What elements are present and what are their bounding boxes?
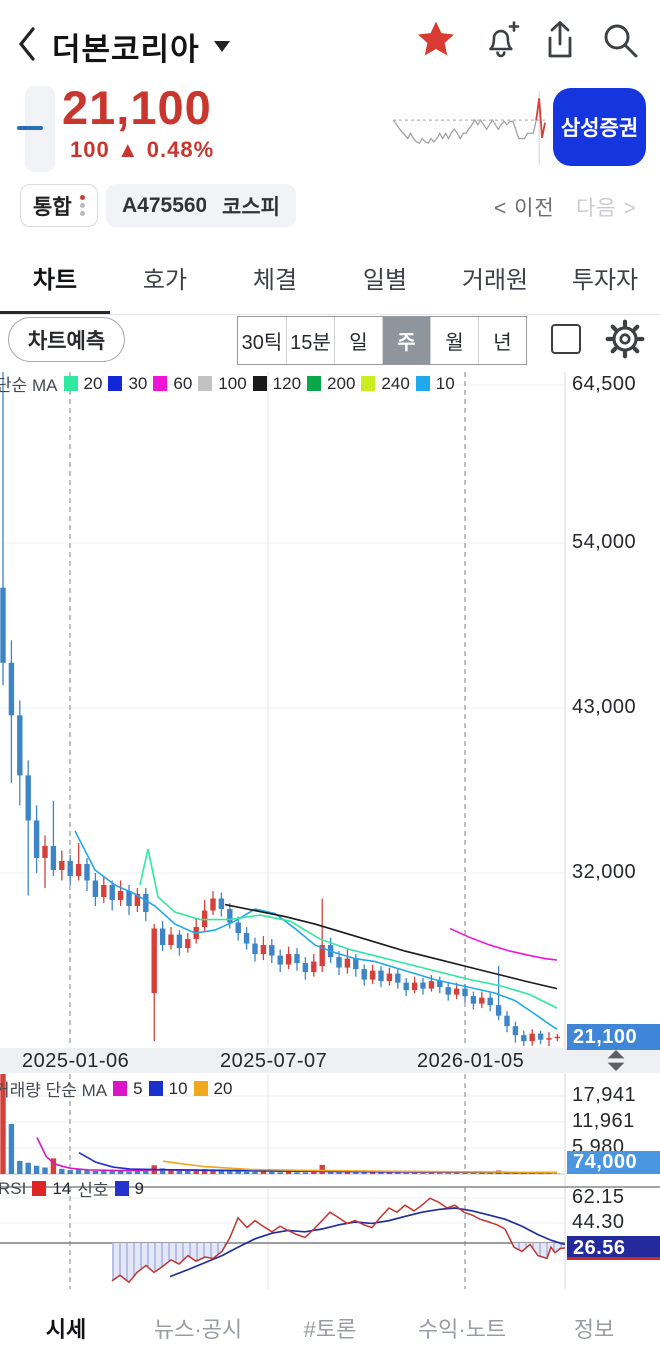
title-dropdown-icon[interactable]: [213, 41, 230, 52]
legend-swatch: [198, 376, 213, 391]
timeframe-week[interactable]: 주: [382, 317, 430, 364]
current-rsi-tag: 26.56: [567, 1235, 660, 1260]
legend-value: 20: [83, 373, 103, 393]
legend-swatch: [361, 376, 376, 391]
timeframe-month[interactable]: 월: [430, 317, 478, 364]
broker-button[interactable]: 삼성증권: [553, 88, 646, 166]
mode-label: 통합: [33, 195, 72, 219]
bottom-nav: 시세 뉴스·공시 #토론 수익·노트 정보: [0, 1302, 660, 1344]
legend-swatch: [32, 1181, 47, 1196]
search-icon[interactable]: [598, 18, 642, 62]
timeframe-30tick[interactable]: 30틱: [241, 332, 283, 354]
alert-bell-icon[interactable]: [478, 18, 522, 62]
legend-value: 30: [128, 373, 148, 393]
next-label: 다음: [576, 197, 617, 220]
mode-selector[interactable]: 통합: [20, 184, 98, 227]
legend-label: 거래량 단순 MA: [0, 1081, 108, 1100]
legend-value: 14: [52, 1178, 72, 1198]
title-group[interactable]: 더본코리아: [52, 24, 230, 69]
y-axis-label: 43,000: [572, 696, 637, 718]
chart-forecast-button[interactable]: 차트예측: [8, 317, 125, 362]
legend-swatch: [108, 376, 123, 391]
legend-value: 5: [133, 1078, 143, 1098]
legend-value: 9: [134, 1178, 145, 1198]
legend-swatch: [148, 1081, 163, 1096]
legend-value: 10: [435, 373, 455, 393]
y-axis-label: 17,941: [572, 1084, 637, 1106]
change-percent: 0.48%: [146, 137, 215, 162]
timeframe-selector: 30틱 15분 일 주 월 년: [237, 316, 527, 365]
tab-bar: 차트 호가 체결 일별 거래원 투자자: [0, 246, 660, 315]
mini-price-sparkline: [393, 91, 546, 165]
legend-label: 신호: [77, 1181, 109, 1200]
nav-info[interactable]: 정보: [573, 1317, 615, 1342]
page-title: 더본코리아: [52, 32, 200, 67]
current-volume-tag: 74,000: [567, 1151, 660, 1174]
legend-swatch: [193, 1081, 208, 1096]
nav-news[interactable]: 뉴스·공시: [153, 1317, 243, 1342]
legend-label: RSI: [0, 1178, 27, 1198]
x-axis-label: 2025-01-06: [22, 1050, 130, 1072]
legend-swatch: [63, 376, 78, 391]
legend-swatch: [307, 376, 322, 391]
y-axis-label: 64,500: [572, 373, 637, 395]
tab-executions[interactable]: 체결: [252, 267, 298, 294]
market-chip[interactable]: 코스피: [206, 184, 296, 227]
ma-legend: 단순 MA 20 30 60 100 120 200 240 10: [0, 371, 455, 396]
change-amount: 100: [70, 137, 110, 162]
prev-label: 이전: [514, 197, 555, 220]
legend-label: 단순 MA: [0, 376, 58, 395]
legend-value: 120: [272, 373, 302, 393]
current-price-tag: 21,100: [567, 1023, 660, 1050]
tab-orderbook[interactable]: 호가: [142, 267, 188, 294]
legend-swatch: [113, 1081, 128, 1096]
y-axis-label: 32,000: [572, 861, 637, 883]
tab-brokers[interactable]: 거래원: [461, 267, 529, 294]
legend-value: 10: [168, 1078, 188, 1098]
volume-legend: 거래량 단순 MA 5 10 20: [0, 1076, 232, 1101]
legend-swatch: [252, 376, 267, 391]
legend-value: 200: [327, 373, 356, 393]
legend-swatch: [415, 376, 430, 391]
y-axis-label: 44.30: [572, 1211, 625, 1233]
up-arrow: ▲: [116, 137, 140, 162]
axis-scale-sorter-icon[interactable]: [605, 1049, 627, 1072]
y-axis-label: 11,961: [572, 1110, 635, 1132]
legend-swatch: [114, 1181, 129, 1196]
chart-option-checkbox[interactable]: [551, 324, 581, 354]
timeframe-15min[interactable]: 15분: [286, 317, 334, 364]
tab-investors[interactable]: 투자자: [571, 267, 639, 294]
timeframe-day[interactable]: 일: [334, 317, 382, 364]
share-icon[interactable]: [538, 18, 582, 62]
legend-value: 20: [213, 1078, 233, 1098]
legend-swatch: [153, 376, 168, 391]
date-axis-band: [0, 1048, 660, 1073]
current-price: 21,100: [62, 81, 212, 134]
ticker-code-chip[interactable]: A475560: [106, 184, 224, 227]
y-axis-label: 54,000: [572, 531, 637, 553]
back-icon[interactable]: [14, 24, 40, 64]
gauge-current-marker: [17, 126, 43, 130]
nav-profit-note[interactable]: 수익·노트: [417, 1317, 507, 1342]
tab-daily[interactable]: 일별: [362, 267, 408, 294]
y-axis-label: 62.15: [572, 1186, 625, 1208]
price-change: 100 ▲ 0.48%: [70, 137, 214, 163]
more-dots-icon: [79, 195, 85, 216]
x-axis-label: 2026-01-05: [417, 1050, 525, 1072]
favorite-star-icon[interactable]: [414, 18, 458, 62]
rsi-legend: RSI 14 신호 9: [0, 1176, 144, 1201]
legend-value: 60: [173, 373, 193, 393]
settings-gear-icon[interactable]: [604, 318, 646, 360]
prev-stock-button[interactable]: < 이전: [494, 197, 555, 220]
tab-chart[interactable]: 차트: [0, 246, 110, 314]
x-axis-label: 2025-07-07: [220, 1050, 328, 1072]
timeframe-year[interactable]: 년: [478, 317, 526, 364]
nav-quotes[interactable]: 시세: [45, 1317, 87, 1342]
nav-discussion[interactable]: #토론: [303, 1317, 357, 1342]
next-stock-button[interactable]: 다음 >: [576, 197, 637, 220]
legend-value: 100: [218, 373, 247, 393]
legend-value: 240: [381, 373, 410, 393]
